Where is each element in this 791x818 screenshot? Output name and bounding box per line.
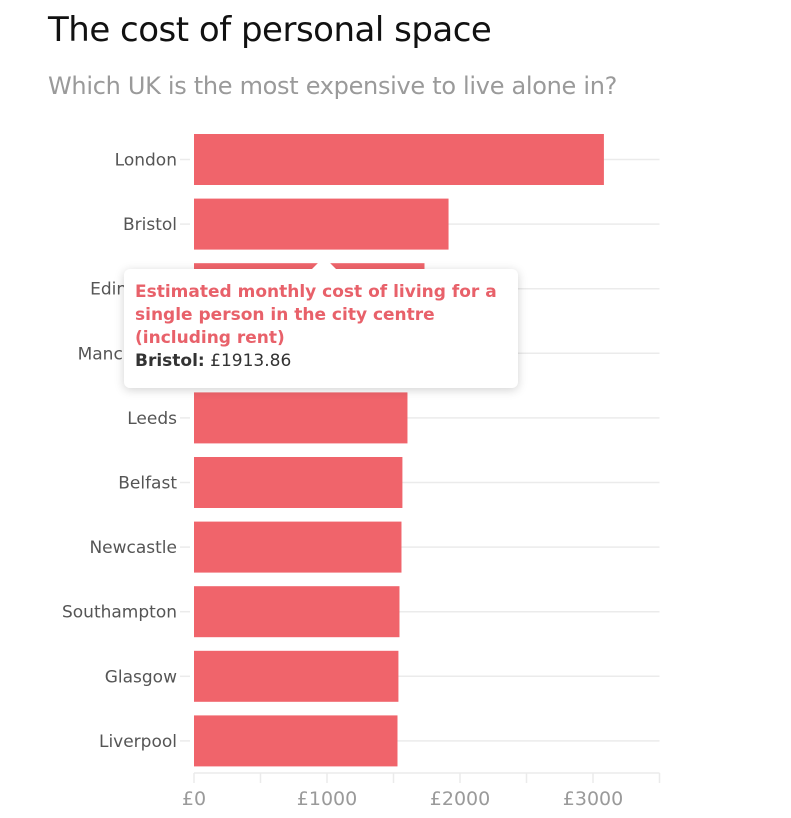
- x-tick-label: £1000: [297, 788, 357, 810]
- tooltip-title: Estimated monthly cost of living for a s…: [135, 282, 497, 348]
- x-tick-label: £3000: [563, 788, 623, 810]
- bar: [194, 586, 400, 638]
- bar: [194, 457, 403, 508]
- chart-tooltip: Estimated monthly cost of living for a s…: [124, 257, 518, 388]
- bar: [194, 392, 408, 444]
- bar: [194, 198, 449, 250]
- chart-title: The cost of personal space: [48, 10, 492, 50]
- category-label: Bristol: [123, 215, 177, 235]
- category-label: Glasgow: [105, 667, 177, 687]
- bar: [194, 715, 398, 767]
- bar: [194, 134, 604, 185]
- tooltip-category: Bristol: [135, 351, 198, 371]
- tooltip-value-line: Bristol: £1913.86: [135, 351, 292, 371]
- category-label: Belfast: [118, 474, 177, 494]
- x-tick-label: £2000: [430, 788, 490, 810]
- x-tick-label: £0: [182, 788, 206, 810]
- bar: [194, 521, 402, 573]
- category-label: Liverpool: [99, 732, 177, 752]
- category-label: London: [115, 151, 177, 171]
- category-label: Newcastle: [89, 538, 177, 558]
- category-label: Leeds: [127, 409, 177, 429]
- bar: [194, 650, 399, 702]
- category-label: Southampton: [62, 603, 177, 623]
- chart-subtitle: Which UK is the most expensive to live a…: [48, 72, 618, 100]
- tooltip-value: £1913.86: [210, 351, 292, 371]
